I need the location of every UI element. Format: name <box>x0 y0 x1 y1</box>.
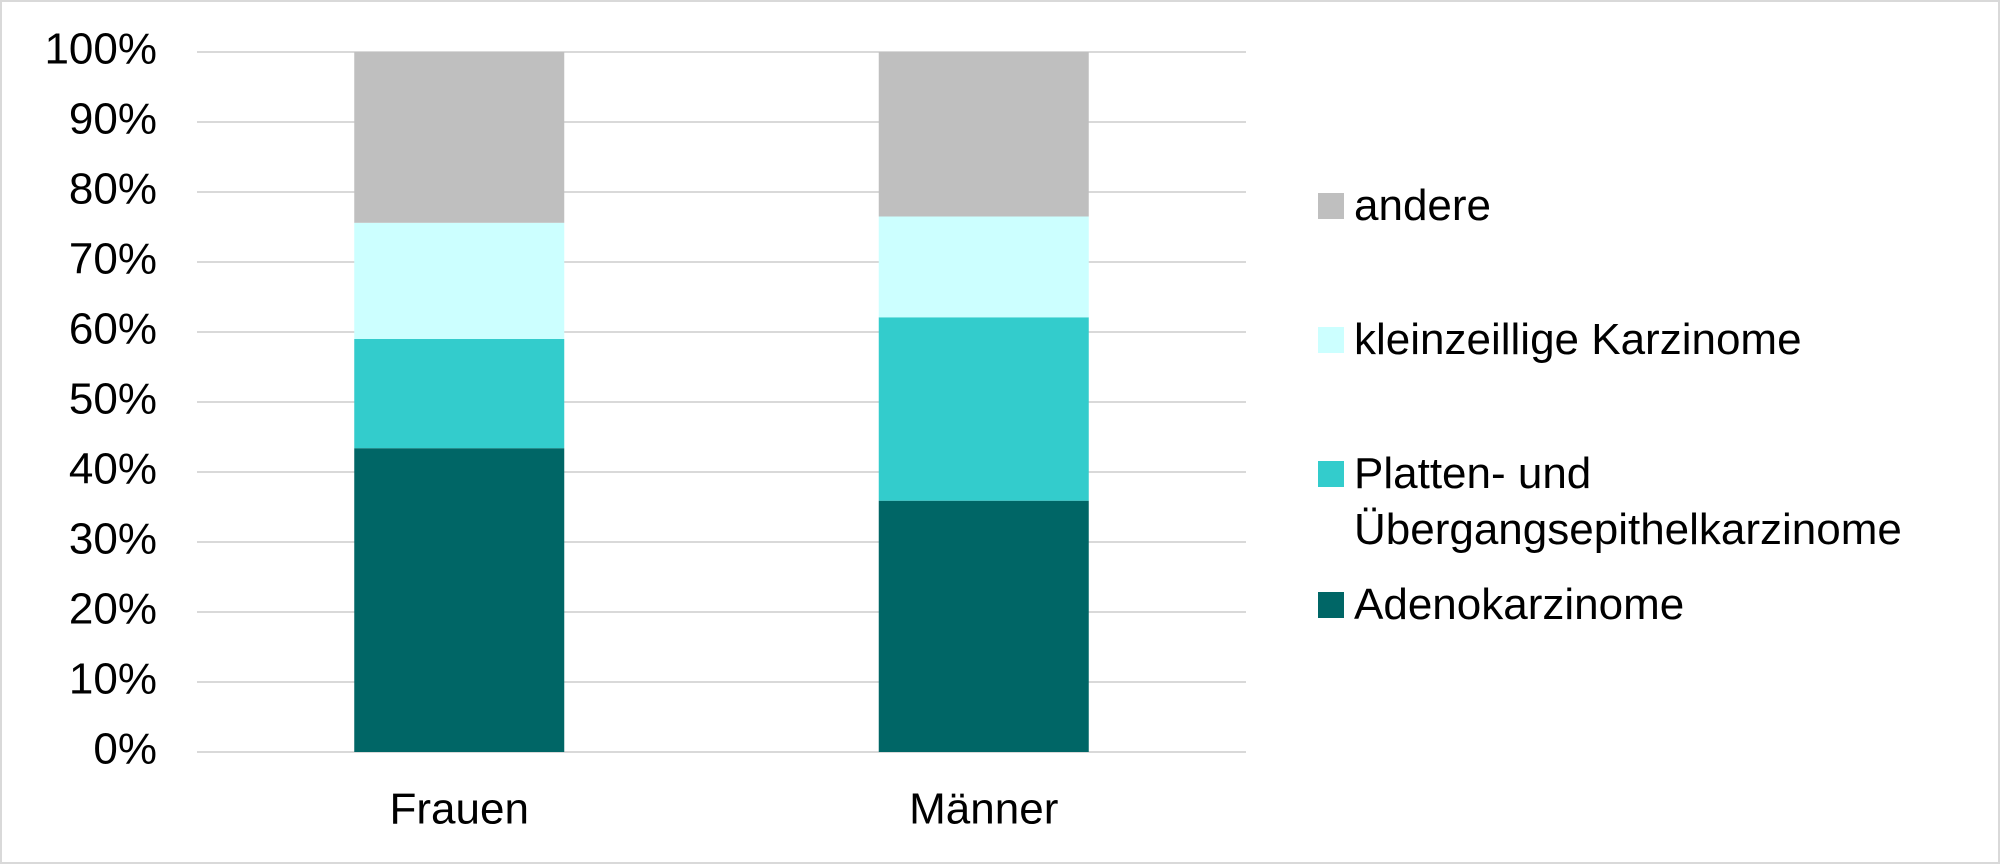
y-tick-label: 80% <box>69 165 157 214</box>
y-tick-label: 20% <box>69 585 157 634</box>
bar-segment <box>878 52 1089 217</box>
legend-swatch <box>1318 327 1344 353</box>
legend-item: kleinzeillige Karzinome <box>1318 312 1958 368</box>
y-tick-label: 60% <box>69 305 157 354</box>
bar-segment <box>354 222 565 339</box>
y-tick-label: 50% <box>69 375 157 424</box>
x-tick-label: Männer <box>909 785 1058 834</box>
legend-swatch <box>1318 193 1344 219</box>
legend-item: Adenokarzinome <box>1318 577 1958 633</box>
legend-label: Adenokarzinome <box>1354 580 1685 629</box>
bar-segment <box>878 317 1089 501</box>
y-tick-label: 0% <box>93 725 157 774</box>
bar-segment <box>878 216 1089 318</box>
x-tick-label: Frauen <box>390 785 529 834</box>
y-tick-label: 10% <box>69 655 157 704</box>
y-tick-label: 30% <box>69 515 157 564</box>
legend-swatch <box>1318 592 1344 618</box>
bar-segment <box>354 52 565 223</box>
legend-label: Platten- und Übergangsepithelkarzinome <box>1354 449 1902 554</box>
legend-swatch <box>1318 461 1344 487</box>
y-tick-label: 90% <box>69 95 157 144</box>
bar-segment <box>878 500 1089 752</box>
legend-label: kleinzeillige Karzinome <box>1354 315 1802 364</box>
bar-segment <box>354 448 565 752</box>
legend-item: andere <box>1318 178 1958 234</box>
y-tick-label: 40% <box>69 445 157 494</box>
y-tick-label: 70% <box>69 235 157 284</box>
legend-label: andere <box>1354 181 1492 230</box>
y-tick-label: 100% <box>44 25 157 74</box>
bar-segment <box>354 339 565 449</box>
legend-item: Platten- und Übergangsepithelkarzinome <box>1318 446 1958 558</box>
